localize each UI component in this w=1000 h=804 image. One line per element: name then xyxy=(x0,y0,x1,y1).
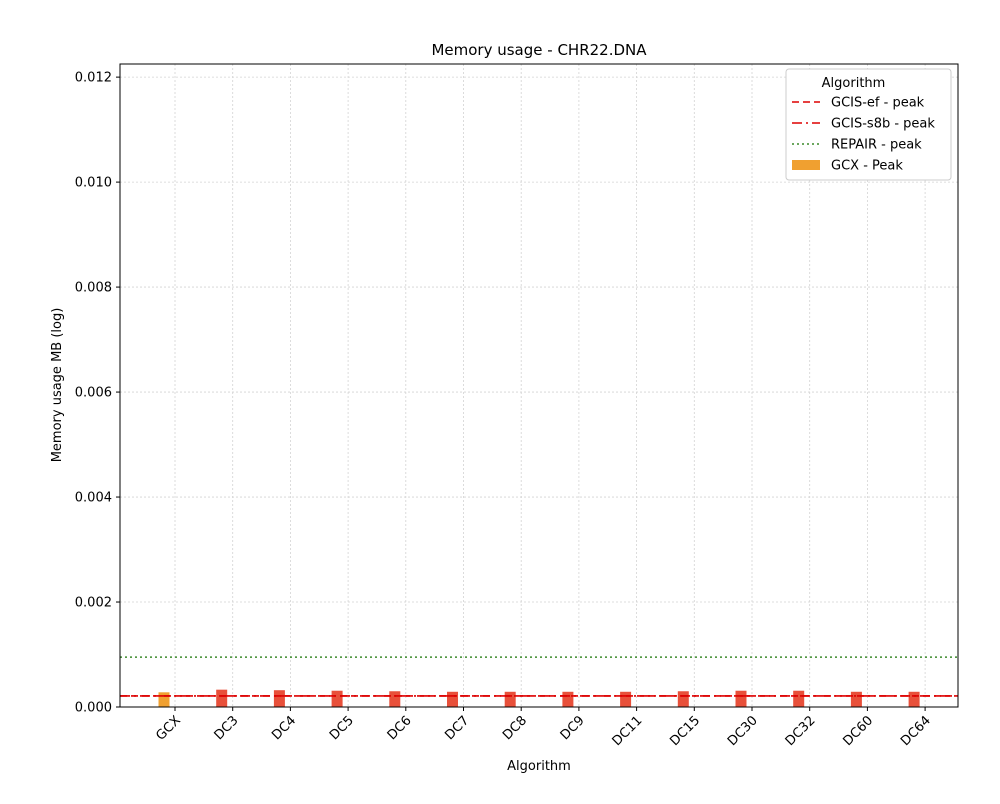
bar-dc8 xyxy=(504,691,516,707)
legend-label-bar: GCX - Peak xyxy=(831,159,903,174)
y-axis-label: Memory usage MB (log) xyxy=(50,308,65,463)
bar-dc15 xyxy=(677,691,689,707)
reference-lines xyxy=(120,656,958,697)
legend-label-2: REPAIR - peak xyxy=(831,138,922,153)
legend-box xyxy=(785,68,952,181)
legend-swatch-bar xyxy=(792,160,820,170)
x-axis-ticks: GCX DC3 DC4 DC5 DC6 DC7 DC8 DC9 DC11 DC15 DC30 DC32… xyxy=(153,707,934,749)
x-tick-label: DC15 xyxy=(667,713,703,749)
x-tick-label: DC11 xyxy=(610,713,646,749)
y-axis-ticks: 0.000 0.002 0.004 0.006 0.008 0.010 0.012 xyxy=(75,71,120,716)
x-tick-label: GCX xyxy=(153,713,184,744)
bar-dc9 xyxy=(562,691,574,707)
x-tick-label: DC4 xyxy=(269,713,299,743)
bar-dc11 xyxy=(620,691,632,707)
chart-title: Memory usage - CHR22.DNA xyxy=(431,41,647,59)
x-tick-label: DC7 xyxy=(442,713,472,743)
bar-dc4 xyxy=(273,690,285,707)
y-tick-label: 0.006 xyxy=(75,386,112,401)
x-tick-label: DC32 xyxy=(783,713,819,749)
grid xyxy=(120,64,958,708)
x-tick-label: DC6 xyxy=(385,713,415,743)
plot-frame xyxy=(119,63,959,708)
bar-dc5 xyxy=(331,690,343,707)
bar-dc64 xyxy=(908,691,920,707)
x-tick-label: DC5 xyxy=(327,713,357,743)
y-tick-label: 0.008 xyxy=(75,281,112,296)
x-axis-label: Algorithm xyxy=(507,759,571,774)
legend-label-0: GCIS-ef - peak xyxy=(831,96,925,111)
y-tick-label: 0.010 xyxy=(75,176,112,191)
bar-dc3 xyxy=(216,689,228,707)
x-tick-label: DC30 xyxy=(725,713,761,749)
y-tick-label: 0.000 xyxy=(75,701,112,716)
x-tick-label: DC3 xyxy=(212,713,242,743)
y-tick-label: 0.004 xyxy=(75,491,112,506)
bars xyxy=(158,689,920,707)
bar-dc7 xyxy=(447,691,458,707)
x-tick-label: DC64 xyxy=(898,713,934,749)
bar-dc60 xyxy=(850,691,862,707)
legend-title: Algorithm xyxy=(822,76,886,91)
x-tick-label: DC9 xyxy=(558,713,588,743)
bar-gcx xyxy=(158,692,170,707)
y-tick-label: 0.002 xyxy=(75,596,112,611)
bar-dc30 xyxy=(735,690,747,707)
bar-dc6 xyxy=(389,691,401,707)
legend: Algorithm GCIS-ef - peak GCIS-s8b - peak RE… xyxy=(785,68,952,181)
bar-dc32 xyxy=(793,690,805,707)
y-tick-label: 0.012 xyxy=(75,71,112,86)
legend-label-1: GCIS-s8b - peak xyxy=(831,117,935,132)
x-tick-label: DC60 xyxy=(840,713,876,749)
x-tick-label: DC8 xyxy=(500,713,530,743)
